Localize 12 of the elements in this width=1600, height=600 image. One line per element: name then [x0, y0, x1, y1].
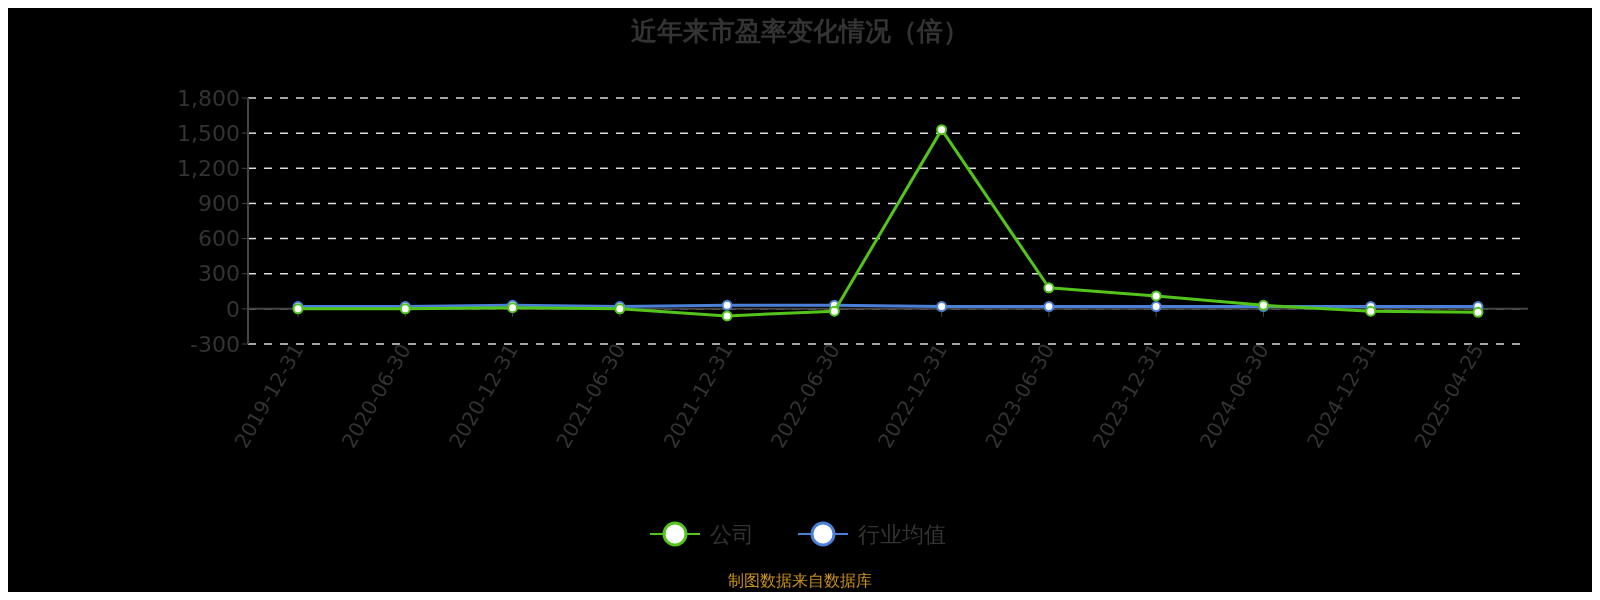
point	[721, 310, 733, 322]
point	[1365, 305, 1377, 317]
point	[828, 305, 840, 317]
point	[936, 124, 948, 136]
point	[1472, 306, 1484, 318]
text: 制图数据来自数据库	[728, 571, 872, 590]
point	[721, 299, 733, 311]
point	[1043, 282, 1055, 294]
point	[936, 301, 948, 313]
point	[1150, 290, 1162, 302]
point	[1043, 301, 1055, 313]
point	[1150, 301, 1162, 313]
